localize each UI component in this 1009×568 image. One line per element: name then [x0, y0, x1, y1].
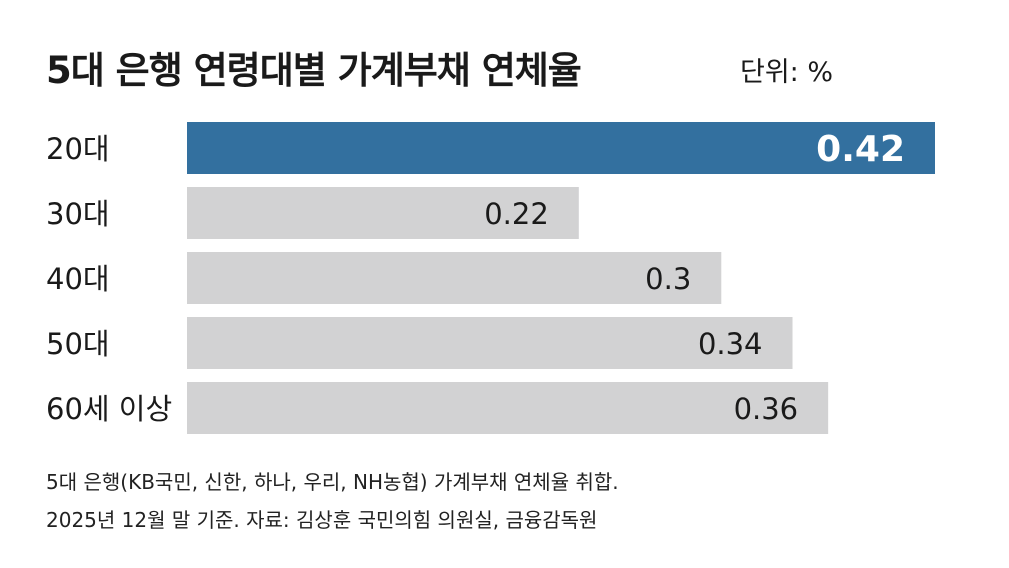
unit-label: 단위: % [740, 57, 834, 88]
bar [187, 187, 579, 239]
bar [187, 252, 722, 304]
source-note-line1: 5대 은행(KB국민, 신한, 하나, 우리, NH농협) 가계부채 연체율 취… [46, 470, 619, 494]
source-note-line2: 2025년 12월 말 기준. 자료: 김상훈 국민의힘 의원실, 금융감독원 [46, 508, 598, 532]
value-label: 0.36 [734, 392, 799, 426]
value-label: 0.34 [698, 327, 763, 361]
bar [187, 317, 793, 369]
category-label: 30대 [46, 197, 110, 231]
chart-title: 5대 은행 연령대별 가계부채 연체율 [46, 49, 582, 92]
category-label: 60세 이상 [46, 392, 172, 426]
value-label: 0.42 [816, 129, 905, 170]
value-label: 0.22 [484, 197, 549, 231]
category-label: 50대 [46, 327, 110, 361]
value-label: 0.3 [645, 262, 691, 296]
category-label: 40대 [46, 262, 110, 296]
category-label: 20대 [46, 132, 110, 166]
bar [187, 122, 935, 174]
bar [187, 382, 829, 434]
